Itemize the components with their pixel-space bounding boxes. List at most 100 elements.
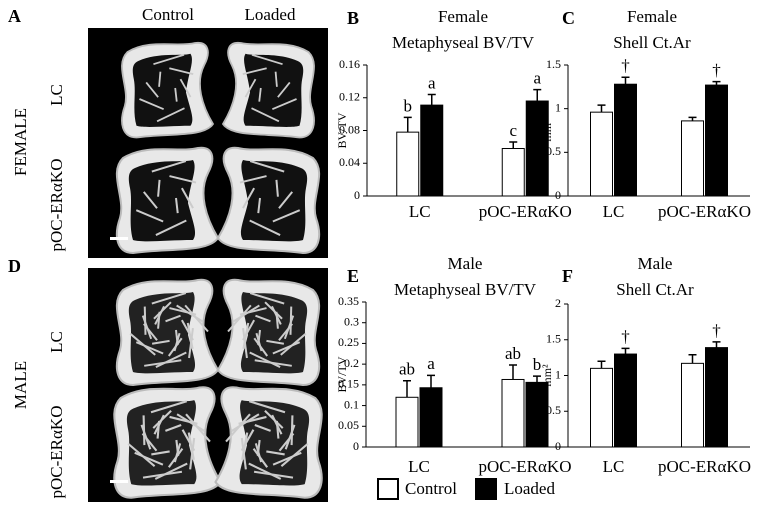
error-bar xyxy=(712,80,721,86)
trabecula xyxy=(153,301,172,320)
bar xyxy=(614,353,637,448)
trabecula xyxy=(129,332,156,356)
trabecula xyxy=(266,339,285,345)
bar xyxy=(681,120,704,197)
bar xyxy=(501,148,525,197)
y-tick-label: 0.16 xyxy=(339,57,360,71)
significance-label: b xyxy=(404,96,413,115)
marrow xyxy=(132,53,193,128)
column-label: Loaded xyxy=(245,5,296,24)
marrow xyxy=(126,400,197,486)
trabecula xyxy=(151,292,187,305)
bar xyxy=(419,387,443,448)
trabecula xyxy=(275,179,279,197)
trabecula xyxy=(252,448,269,468)
marrow xyxy=(128,292,196,374)
chart-subtitle: Metaphyseal BV/TV xyxy=(394,280,537,299)
trabecula xyxy=(253,337,269,357)
chart-title: Female xyxy=(438,7,488,26)
y-tick-label: 0.12 xyxy=(339,90,360,104)
bar xyxy=(705,84,728,197)
bone xyxy=(115,146,220,255)
trabecula xyxy=(127,443,156,467)
trabecula xyxy=(153,53,185,66)
column-label: Control xyxy=(142,5,194,24)
trabecula xyxy=(240,437,247,470)
trabecula xyxy=(179,78,192,98)
y-tick-label: 0.1 xyxy=(344,397,359,411)
bar xyxy=(614,83,637,197)
trabecula xyxy=(134,451,164,466)
trabecula xyxy=(165,424,182,432)
legend-swatch xyxy=(475,478,497,500)
trabecula xyxy=(188,327,194,359)
y-tick-label: 0.15 xyxy=(338,377,359,391)
y-tick-label: 1.5 xyxy=(546,57,561,71)
trabecula xyxy=(167,448,184,468)
error-bar xyxy=(621,347,630,355)
trabecula xyxy=(135,209,164,223)
bar xyxy=(525,381,549,448)
error-bar xyxy=(533,375,541,383)
trabecula xyxy=(227,304,252,333)
bone xyxy=(216,146,321,255)
y-tick-label: 0.05 xyxy=(338,418,359,432)
y-tick-label: 0.5 xyxy=(546,403,561,417)
significance-label: c xyxy=(509,121,517,140)
trabecula xyxy=(142,470,183,479)
bar xyxy=(705,347,728,448)
error-bar xyxy=(509,364,517,380)
trabecula xyxy=(242,67,267,75)
significance-label: † xyxy=(712,321,721,340)
y-tick-label: 0 xyxy=(354,188,360,202)
row-label: LC xyxy=(47,84,66,106)
panel-letter: D xyxy=(8,256,21,276)
trabecula xyxy=(239,175,267,184)
trabecula xyxy=(176,304,204,323)
group-label: MALE xyxy=(11,361,30,409)
row-label: pOC-ERαKO xyxy=(47,159,66,252)
significance-label: a xyxy=(533,68,541,87)
error-bar xyxy=(712,341,721,348)
trabecula xyxy=(255,314,271,323)
legend-swatch xyxy=(377,478,399,500)
trabecula xyxy=(266,450,285,456)
y-axis-label: mm² xyxy=(540,119,554,142)
trabecula xyxy=(248,462,282,480)
bone-images xyxy=(113,41,323,499)
trabecula xyxy=(280,443,309,467)
error-bar xyxy=(688,354,697,364)
error-bar xyxy=(403,379,411,398)
marrow xyxy=(128,160,196,242)
trabecula xyxy=(169,67,194,75)
trabecula xyxy=(264,301,283,320)
marrow xyxy=(240,160,308,242)
error-bar xyxy=(597,104,606,113)
trabecula xyxy=(167,337,183,357)
trabecula xyxy=(290,415,294,446)
chart-subtitle: Metaphyseal BV/TV xyxy=(392,33,535,52)
bone xyxy=(216,278,321,387)
y-tick-label: 0.25 xyxy=(338,335,359,349)
error-bar xyxy=(621,76,630,85)
error-bar xyxy=(427,374,435,388)
scale-bar xyxy=(110,237,128,240)
bar xyxy=(681,362,704,448)
bar xyxy=(395,396,419,448)
trabecula xyxy=(144,359,182,367)
panel-letter: A xyxy=(8,6,21,26)
error-bar xyxy=(597,360,606,369)
y-tick-label: 0.04 xyxy=(339,155,360,169)
x-tick-label: LC xyxy=(408,457,430,476)
trabecula xyxy=(184,304,209,333)
chart-title: Male xyxy=(448,254,483,273)
bar xyxy=(396,131,420,197)
x-tick-label: pOC-ERαKO xyxy=(658,457,751,476)
panel-letter: B xyxy=(347,8,359,28)
bar xyxy=(590,111,613,197)
trabecula xyxy=(272,98,297,110)
chart-title: Female xyxy=(627,7,677,26)
trabecula xyxy=(253,470,294,479)
marrow xyxy=(239,400,310,486)
significance-label: a xyxy=(428,73,436,92)
